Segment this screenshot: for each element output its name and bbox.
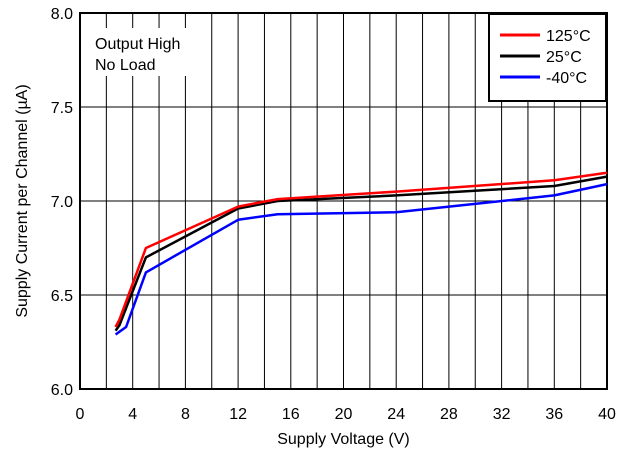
series-line-25c bbox=[114, 175, 608, 332]
series-group bbox=[114, 171, 608, 336]
legend-label: 25°C bbox=[546, 49, 582, 66]
x-tick-label: 24 bbox=[387, 406, 405, 423]
y-tick-label: 6.5 bbox=[51, 288, 73, 305]
y-tick-label: 7.5 bbox=[51, 100, 73, 117]
x-tick-label: 40 bbox=[598, 406, 616, 423]
x-tick-label: 16 bbox=[282, 406, 300, 423]
x-tick-label: 32 bbox=[493, 406, 511, 423]
y-axis-title: Supply Current per Channel (µA) bbox=[14, 84, 31, 317]
axis-tick-labels: 0 4 8 12 16 20 24 28 32 36 40 6.0 6.5 7.0 7.5 8.0 bbox=[51, 6, 616, 423]
annotation-box bbox=[86, 28, 202, 76]
legend-label: -40°C bbox=[546, 70, 587, 87]
x-tick-label: 28 bbox=[440, 406, 458, 423]
x-tick-label: 4 bbox=[128, 406, 137, 423]
x-tick-label: 0 bbox=[76, 406, 85, 423]
y-tick-label: 7.0 bbox=[51, 194, 73, 211]
series-line-40c bbox=[114, 182, 608, 336]
annotation-line-1: Output High bbox=[95, 36, 180, 53]
x-tick-label: 20 bbox=[335, 406, 353, 423]
x-tick-label: 12 bbox=[229, 406, 247, 423]
x-tick-label: 36 bbox=[545, 406, 563, 423]
y-tick-label: 6.0 bbox=[51, 382, 73, 399]
legend: 125°C 25°C -40°C bbox=[488, 13, 607, 102]
plot-frame bbox=[79, 12, 608, 390]
x-axis-title: Supply Voltage (V) bbox=[277, 431, 410, 448]
x-tick-label: 8 bbox=[181, 406, 190, 423]
y-tick-label: 8.0 bbox=[51, 6, 73, 23]
legend-label: 125°C bbox=[546, 28, 591, 45]
series-line-125c bbox=[114, 171, 608, 328]
annotation-line-2: No Load bbox=[95, 57, 156, 74]
